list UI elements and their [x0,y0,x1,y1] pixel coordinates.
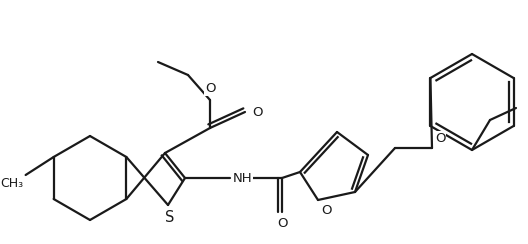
Text: O: O [321,204,332,217]
Text: S: S [165,210,175,225]
Text: O: O [252,105,262,119]
Text: O: O [277,217,287,230]
Text: CH₃: CH₃ [1,177,24,190]
Text: O: O [435,132,446,145]
Text: NH: NH [233,172,252,184]
Text: O: O [205,82,215,95]
